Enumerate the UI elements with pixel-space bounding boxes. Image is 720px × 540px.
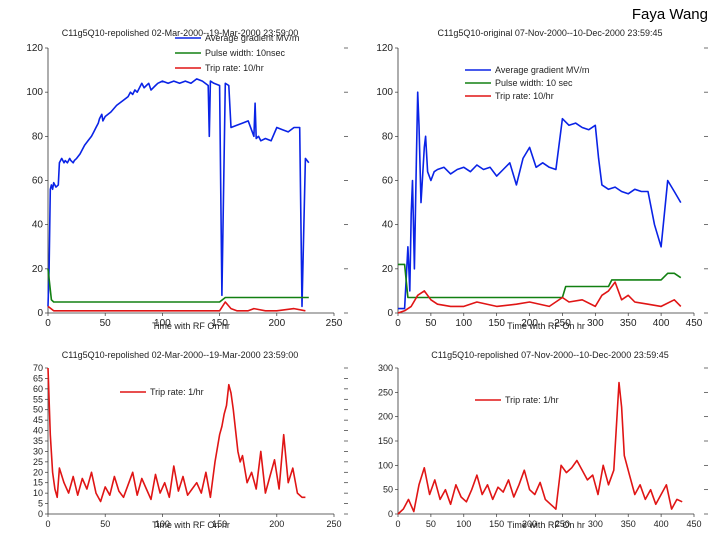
- x-tick-label: 200: [521, 318, 538, 329]
- y-tick-label: 50: [33, 405, 43, 415]
- y-tick-label: 30: [33, 446, 43, 456]
- chart-gradient-repolished: C11g5Q10-repolished 02-Mar-2000--19-Mar-…: [26, 28, 348, 331]
- series-line-1: [398, 263, 682, 299]
- y-tick-label: 65: [33, 373, 43, 383]
- y-tick-label: 0: [37, 308, 43, 319]
- chart-trip-rate-repolished: C11g5Q10-repolished 02-Mar-2000--19-Mar-…: [33, 350, 348, 530]
- y-tick-label: 20: [33, 467, 43, 477]
- y-tick-label: 25: [33, 457, 43, 467]
- y-tick-label: 45: [33, 415, 43, 425]
- x-tick-label: 450: [686, 519, 701, 529]
- legend-label-0: Average gradient MV/m: [205, 33, 299, 43]
- y-tick-label: 300: [378, 363, 393, 373]
- legend-label-2: Trip rate: 10/hr: [205, 63, 264, 73]
- x-tick-label: 100: [154, 318, 171, 329]
- y-tick-label: 15: [33, 478, 43, 488]
- x-tick-label: 0: [45, 318, 51, 329]
- y-tick-label: 100: [376, 87, 393, 98]
- x-tick-label: 50: [100, 318, 112, 329]
- x-tick-label: 100: [456, 519, 471, 529]
- y-tick-label: 60: [382, 176, 394, 187]
- legend-label-0: Trip rate: 1/hr: [150, 387, 204, 397]
- chart-title: C11g5Q10-repolished 02-Mar-2000--19-Mar-…: [62, 28, 298, 38]
- x-axis-label: Time with RF On hr: [152, 520, 230, 530]
- y-tick-label: 60: [32, 176, 44, 187]
- chart-title: C11g5Q10-repolished 07-Nov-2000--10-Dec-…: [431, 350, 668, 360]
- x-tick-label: 50: [425, 318, 437, 329]
- x-axis-label: Time with RF On hr: [507, 321, 585, 331]
- x-tick-label: 350: [621, 519, 636, 529]
- y-tick-label: 250: [378, 387, 393, 397]
- legend-label-1: Pulse width: 10 sec: [495, 78, 573, 88]
- x-tick-label: 150: [212, 519, 227, 529]
- x-tick-label: 200: [269, 519, 284, 529]
- x-tick-label: 0: [395, 318, 401, 329]
- y-tick-label: 40: [33, 426, 43, 436]
- series-line-0: [47, 78, 310, 308]
- x-tick-label: 250: [555, 519, 570, 529]
- chart-trip-rate-original: C11g5Q10-repolished 07-Nov-2000--10-Dec-…: [378, 350, 708, 530]
- legend-label-2: Trip rate: 10/hr: [495, 91, 554, 101]
- x-tick-label: 450: [686, 318, 703, 329]
- x-axis-label: Time with RF On hr: [507, 520, 585, 530]
- chart-title: C11g5Q10-original 07-Nov-2000--10-Dec-20…: [438, 28, 663, 38]
- x-tick-label: 50: [100, 519, 110, 529]
- x-tick-label: 250: [326, 519, 341, 529]
- y-tick-label: 70: [33, 363, 43, 373]
- x-tick-label: 200: [522, 519, 537, 529]
- x-axis-label: Time with RF On hr: [152, 321, 230, 331]
- y-tick-label: 5: [38, 499, 43, 509]
- x-tick-label: 250: [326, 318, 343, 329]
- legend-label-0: Trip rate: 1/hr: [505, 395, 559, 405]
- x-tick-label: 350: [620, 318, 637, 329]
- y-tick-label: 120: [376, 43, 393, 54]
- x-tick-label: 0: [395, 519, 400, 529]
- y-tick-label: 120: [26, 43, 43, 54]
- y-tick-label: 200: [378, 412, 393, 422]
- x-tick-label: 100: [155, 519, 170, 529]
- x-tick-label: 50: [426, 519, 436, 529]
- series-line-0: [47, 367, 306, 503]
- y-tick-label: 40: [382, 220, 394, 231]
- y-tick-label: 80: [382, 131, 394, 142]
- y-tick-label: 40: [32, 220, 44, 231]
- series-line-2: [47, 301, 306, 312]
- series-line-0: [398, 91, 682, 310]
- series-line-2: [397, 281, 682, 314]
- y-tick-label: 60: [33, 384, 43, 394]
- y-tick-label: 80: [32, 131, 44, 142]
- x-tick-label: 100: [455, 318, 472, 329]
- x-tick-label: 200: [268, 318, 285, 329]
- x-tick-label: 250: [554, 318, 571, 329]
- x-tick-label: 400: [653, 318, 670, 329]
- x-tick-label: 400: [654, 519, 669, 529]
- y-tick-label: 35: [33, 436, 43, 446]
- x-tick-label: 150: [489, 519, 504, 529]
- y-tick-label: 20: [32, 264, 44, 275]
- y-tick-label: 100: [378, 460, 393, 470]
- y-tick-label: 150: [378, 436, 393, 446]
- y-tick-label: 0: [388, 509, 393, 519]
- y-tick-label: 0: [387, 308, 393, 319]
- x-tick-label: 150: [488, 318, 505, 329]
- author-name: Faya Wang: [631, 6, 708, 23]
- y-tick-label: 10: [33, 488, 43, 498]
- y-tick-label: 100: [26, 87, 43, 98]
- legend-label-1: Pulse width: 10nsec: [205, 48, 286, 58]
- y-tick-label: 20: [382, 264, 394, 275]
- series-line-0: [397, 381, 683, 515]
- x-tick-label: 300: [588, 519, 603, 529]
- legend-label-0: Average gradient MV/m: [495, 65, 589, 75]
- series-line-1: [47, 268, 309, 303]
- y-tick-label: 0: [38, 509, 43, 519]
- y-tick-label: 55: [33, 394, 43, 404]
- chart-title: C11g5Q10-repolished 02-Mar-2000--19-Mar-…: [62, 350, 298, 360]
- chart-gradient-original: C11g5Q10-original 07-Nov-2000--10-Dec-20…: [376, 28, 708, 331]
- x-tick-label: 150: [211, 318, 228, 329]
- y-tick-label: 50: [383, 485, 393, 495]
- x-tick-label: 0: [45, 519, 50, 529]
- x-tick-label: 300: [587, 318, 604, 329]
